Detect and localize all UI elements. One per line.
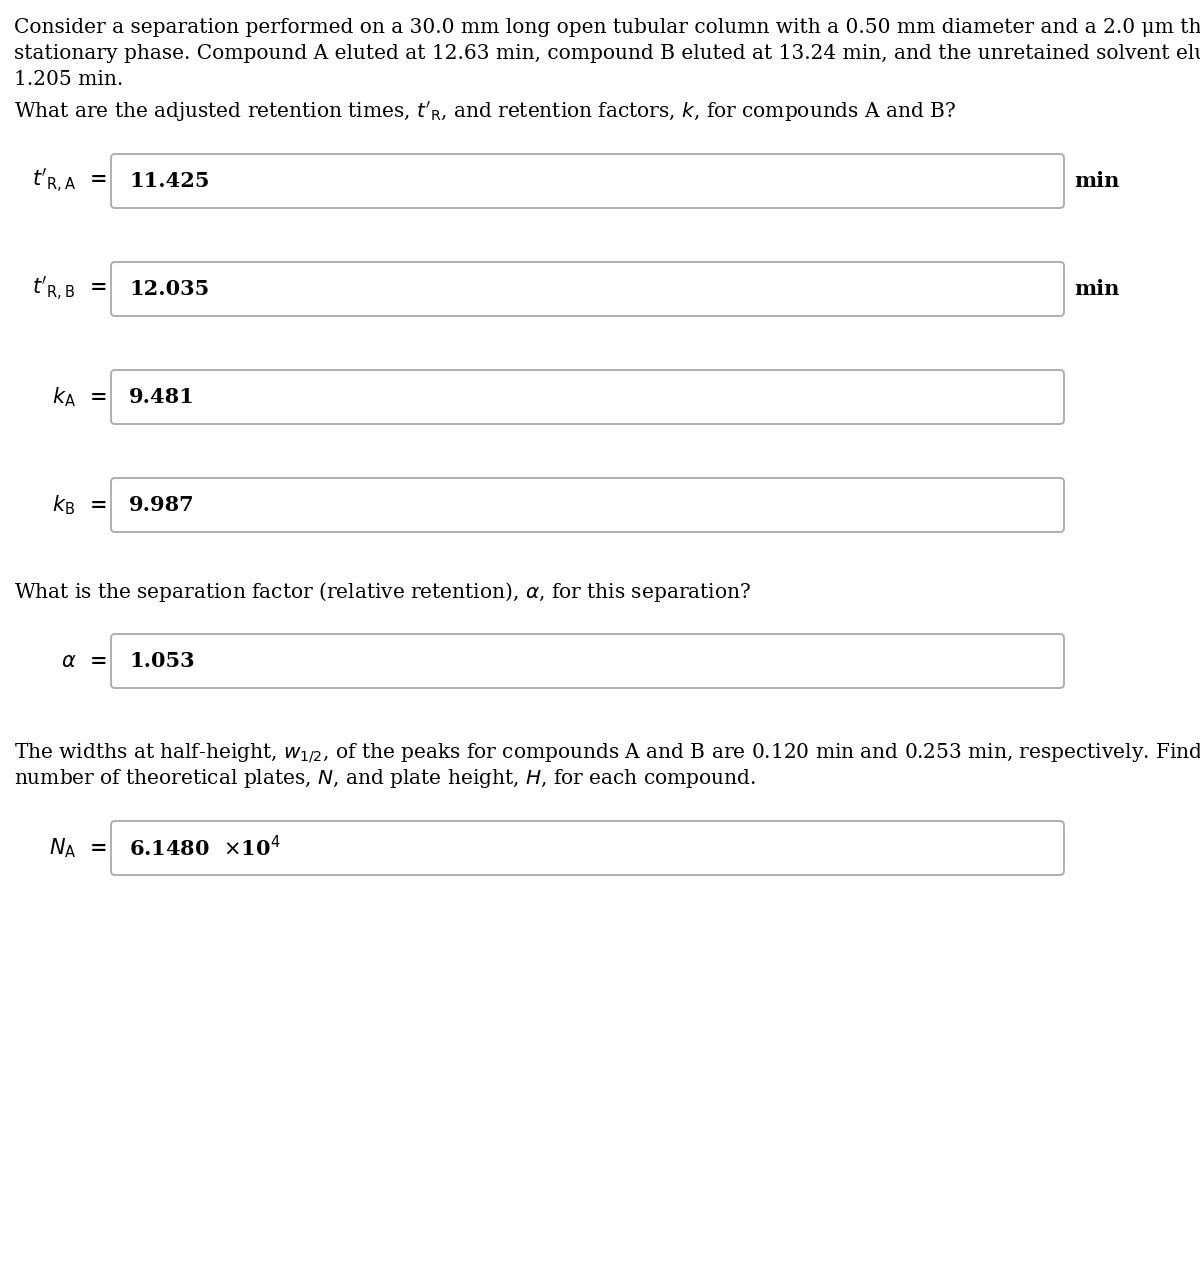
- Text: $k_\mathrm{A}$  =: $k_\mathrm{A}$ =: [53, 385, 107, 409]
- Text: 11.425: 11.425: [130, 171, 210, 191]
- Text: $N_\mathrm{A}$  =: $N_\mathrm{A}$ =: [49, 836, 107, 860]
- Text: 1.205 min.: 1.205 min.: [14, 71, 124, 88]
- Text: min: min: [1074, 171, 1120, 191]
- Text: $\alpha$  =: $\alpha$ =: [61, 651, 107, 670]
- FancyBboxPatch shape: [112, 820, 1064, 876]
- Text: 9.987: 9.987: [130, 495, 194, 515]
- FancyBboxPatch shape: [112, 154, 1064, 208]
- Text: min: min: [1074, 279, 1120, 299]
- Text: Consider a separation performed on a 30.0 mm long open tubular column with a 0.5: Consider a separation performed on a 30.…: [14, 18, 1200, 37]
- FancyBboxPatch shape: [112, 478, 1064, 532]
- Text: 12.035: 12.035: [130, 279, 209, 299]
- FancyBboxPatch shape: [112, 370, 1064, 424]
- Text: $t'_{\mathrm{R,B}}$  =: $t'_{\mathrm{R,B}}$ =: [32, 274, 107, 303]
- Text: 6.1480  $\times$10$^{4}$: 6.1480 $\times$10$^{4}$: [130, 836, 281, 860]
- Text: 1.053: 1.053: [130, 651, 194, 670]
- Text: $k_\mathrm{B}$  =: $k_\mathrm{B}$ =: [53, 494, 107, 517]
- Text: number of theoretical plates, $N$, and plate height, $H$, for each compound.: number of theoretical plates, $N$, and p…: [14, 767, 756, 790]
- FancyBboxPatch shape: [112, 262, 1064, 315]
- Text: The widths at half-height, $w_{1/2}$, of the peaks for compounds A and B are 0.1: The widths at half-height, $w_{1/2}$, of…: [14, 741, 1200, 765]
- FancyBboxPatch shape: [112, 635, 1064, 688]
- Text: What are the adjusted retention times, $t'_\mathrm{R}$, and retention factors, $: What are the adjusted retention times, $…: [14, 100, 956, 124]
- Text: 9.481: 9.481: [130, 387, 194, 406]
- Text: What is the separation factor (relative retention), $\alpha$, for this separatio: What is the separation factor (relative …: [14, 579, 751, 604]
- Text: stationary phase. Compound A eluted at 12.63 min, compound B eluted at 13.24 min: stationary phase. Compound A eluted at 1…: [14, 44, 1200, 63]
- Text: $t'_{\mathrm{R,A}}$  =: $t'_{\mathrm{R,A}}$ =: [32, 167, 107, 195]
